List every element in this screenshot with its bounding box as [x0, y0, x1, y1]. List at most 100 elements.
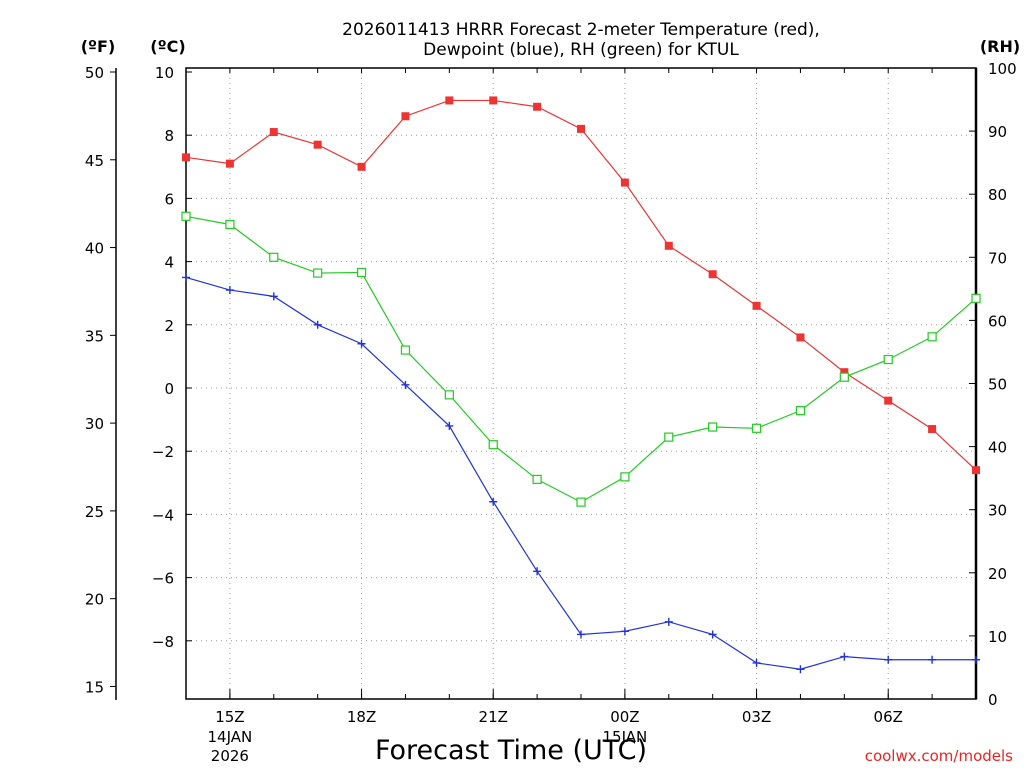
title-line-1: 2026011413 HRRR Forecast 2-meter Tempera… [342, 20, 820, 40]
rh-point [927, 332, 937, 342]
2-meter-temperature-point [489, 96, 498, 105]
rh-tick-label: 30 [988, 502, 1007, 520]
celsius-unit-label: (ºC) [150, 37, 185, 56]
2-meter-temperature-point [928, 425, 937, 434]
rh-point [708, 422, 718, 432]
2-meter-temperature-point [620, 178, 629, 187]
fahrenheit-tick-label: 35 [85, 327, 104, 345]
rh-point [444, 390, 454, 400]
x-tick-label: 21Z [479, 708, 508, 726]
rh-tick-label: 10 [988, 628, 1007, 646]
2-meter-temperature-point [664, 241, 673, 250]
fahrenheit-tick-label: 15 [85, 678, 104, 696]
dewpoint-point [225, 286, 234, 295]
rh-unit-label: (RH) [980, 37, 1020, 56]
2-meter-temperature-point [182, 153, 190, 162]
rh-tick-label: 0 [988, 691, 998, 709]
2-meter-temperature-point [357, 162, 366, 171]
rh-point [751, 423, 762, 433]
celsius-tick-label: 8 [164, 127, 174, 145]
2-meter-temperature-point [796, 333, 805, 342]
rh-point [620, 472, 630, 482]
rh-point [664, 432, 674, 442]
rh-point [356, 267, 367, 278]
fahrenheit-ticks: 50 45 40 35 30 25 20 15 [85, 64, 116, 696]
rh-point [971, 293, 981, 303]
rh-tick-label: 100 [988, 60, 1017, 78]
celsius-tick-label: 10 [155, 64, 174, 82]
rh-tick-label: 50 [988, 376, 1007, 394]
rh-point [883, 354, 893, 365]
2-meter-temperature-point [708, 270, 717, 279]
dewpoint-point [972, 655, 980, 664]
rh-tick-label: 80 [988, 186, 1007, 204]
celsius-tick-label: 6 [164, 190, 174, 208]
rh-point [488, 440, 498, 450]
rh-point [532, 474, 542, 485]
rh-point [576, 497, 586, 507]
x-tick-date: 14JAN [208, 728, 253, 746]
2-meter-temperature-point [884, 396, 893, 405]
2-meter-temperature-point [533, 102, 542, 111]
dewpoint-point [752, 658, 761, 667]
rh-tick-label: 40 [988, 439, 1007, 457]
fahrenheit-tick-label: 40 [85, 240, 104, 258]
title-line-2: Dewpoint (blue), RH (green) for KTUL [423, 40, 739, 60]
plot-frame [185, 67, 977, 700]
dewpoint-point [269, 292, 278, 301]
rh-tick-label: 70 [988, 249, 1007, 267]
celsius-tick-label: 0 [164, 380, 174, 398]
dewpoint-point [840, 652, 849, 661]
2-meter-temperature-point [313, 140, 322, 149]
fahrenheit-tick-label: 50 [85, 64, 104, 82]
dewpoint-point [577, 630, 585, 639]
2-meter-temperature-point [840, 368, 849, 377]
fahrenheit-tick-label: 20 [85, 591, 104, 609]
gridlines [186, 68, 976, 699]
fahrenheit-tick-label: 30 [85, 415, 104, 433]
2-meter-temperature-line [185, 99, 977, 471]
celsius-tick-label: 4 [164, 254, 174, 272]
rh-point [181, 211, 191, 221]
dewpoint-point [928, 655, 937, 664]
2-meter-temperature-point [269, 128, 278, 137]
2-meter-temperature-point [972, 466, 980, 475]
dewpoint-point [401, 380, 410, 389]
celsius-tick-label: −6 [152, 570, 174, 588]
dewpoint-point [445, 421, 454, 430]
2-meter-temperature-point [225, 159, 234, 168]
celsius-tick-label: −4 [152, 506, 174, 524]
x-tick-year: 2026 [211, 747, 249, 765]
x-axis-title: Forecast Time (UTC) [375, 735, 647, 766]
chart-title: 2026011413 HRRR Forecast 2-meter Tempera… [342, 20, 820, 60]
dewpoint-point [884, 655, 893, 664]
dewpoint-point [796, 665, 805, 674]
fahrenheit-tick-label: 45 [85, 152, 104, 170]
x-tick-label: 18Z [347, 708, 376, 726]
celsius-tick-label: 2 [164, 317, 174, 335]
rh-point [269, 252, 279, 262]
dewpoint-point [489, 497, 498, 506]
rh-tick-label: 90 [988, 123, 1007, 141]
rh-tick-label: 60 [988, 312, 1007, 330]
fahrenheit-unit-label: (ºF) [81, 37, 116, 56]
2-meter-temperature-point [445, 96, 454, 105]
watermark: coolwx.com/models [865, 747, 1013, 765]
dewpoint-line [185, 276, 976, 670]
2-meter-temperature-point [752, 301, 761, 310]
celsius-ticks: 10 8 6 4 2 0 −2 −4 −6 −8 [152, 64, 192, 651]
fahrenheit-tick-label: 25 [85, 503, 104, 521]
2-meter-temperature-point [577, 124, 585, 133]
dewpoint-point [182, 273, 190, 282]
dewpoint-point [664, 617, 673, 626]
x-tick-label: 15Z [215, 708, 244, 726]
rh-point [795, 406, 806, 416]
rh-point [225, 219, 235, 230]
rh-line [185, 215, 977, 503]
dewpoint-point [708, 630, 717, 639]
dewpoint-point [533, 567, 542, 576]
x-tick-label: 06Z [874, 708, 903, 726]
